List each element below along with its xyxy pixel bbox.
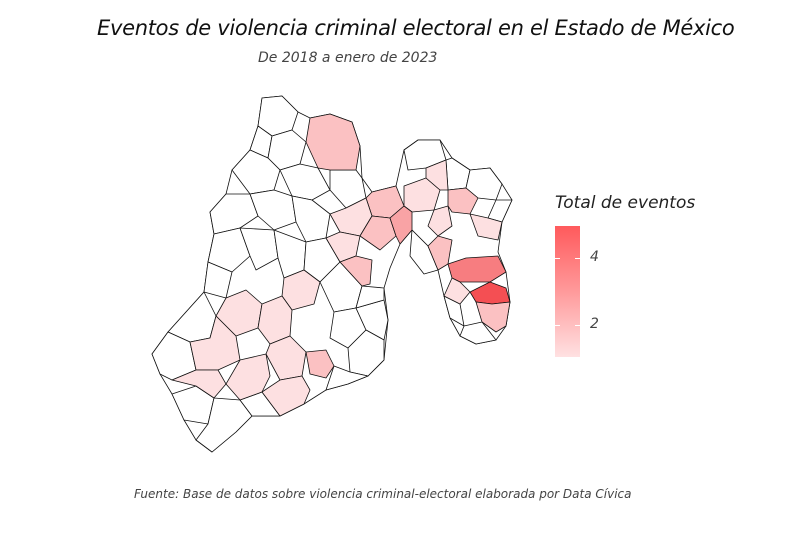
municipality (355, 285, 385, 309)
legend-tick-mark (555, 258, 560, 259)
municipality-shaded (427, 205, 453, 237)
chart-subtitle: De 2018 a enero de 2023 (258, 50, 438, 66)
municipality-shaded (171, 369, 227, 399)
legend-color-bar (555, 226, 580, 357)
chart-title: Eventos de violencia criminal electoral … (97, 16, 735, 40)
municipality (325, 365, 369, 391)
municipality (459, 321, 497, 345)
municipality (239, 227, 279, 271)
municipality-shaded (427, 235, 453, 271)
legend-title: Total de eventos (555, 193, 696, 213)
municipality-shaded (325, 231, 361, 263)
legend-tick-mark (575, 325, 580, 326)
municipality (207, 227, 251, 273)
municipality-shaded (425, 159, 449, 191)
municipality (409, 229, 439, 275)
source-caption: Fuente: Base de datos sobre violencia cr… (134, 487, 632, 501)
municipality-shaded (305, 113, 361, 171)
municipality-shaded (305, 349, 335, 379)
legend-label-2: 2 (590, 316, 599, 332)
municipality-shaded (475, 301, 511, 333)
municipality-shaded (389, 205, 413, 245)
municipality-shaded (443, 277, 471, 305)
legend-label-4: 4 (590, 249, 599, 265)
municipality (195, 397, 253, 453)
municipality-shaded (469, 213, 503, 241)
legend-tick-mark (555, 325, 560, 326)
municipality-shaded (189, 315, 241, 371)
legend-tick-mark (575, 258, 580, 259)
municipality-shaded (261, 375, 311, 417)
municipality-shaded (339, 255, 373, 287)
